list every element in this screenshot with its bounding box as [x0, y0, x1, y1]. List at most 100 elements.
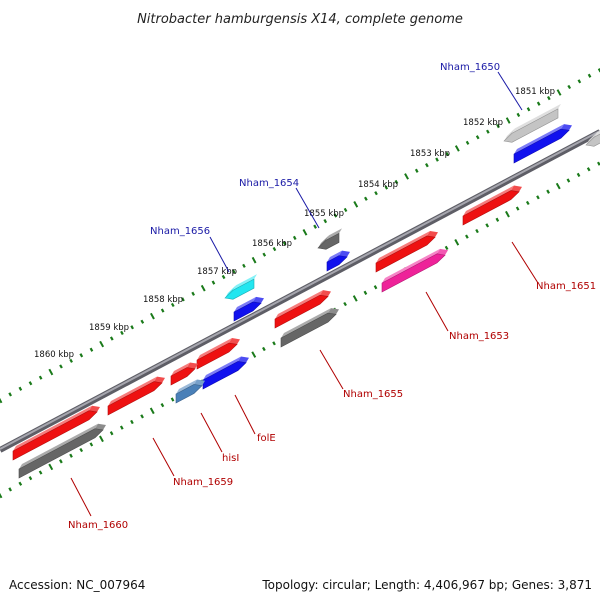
- ring-tick: [150, 312, 155, 320]
- gene-box-top: [463, 185, 514, 216]
- ring-tick: [140, 319, 145, 324]
- ring-tick: [373, 285, 378, 290]
- gene-label-fole: folE: [257, 433, 276, 444]
- ring-tick: [99, 340, 105, 348]
- ring-tick: [242, 263, 246, 268]
- gene-box-top: [327, 250, 342, 262]
- ring-tick: [0, 492, 3, 499]
- gene-nham-1653-pink: [381, 248, 448, 293]
- ring-tick: [586, 167, 591, 172]
- leader-fole: [234, 394, 256, 435]
- gene-box-face: [375, 235, 436, 273]
- gene-nham-1655-gray: [280, 308, 339, 348]
- ring-tick: [251, 351, 257, 358]
- ring-tick: [119, 425, 124, 430]
- genome-stats-text: Topology: circular; Length: 4,406,967 bp…: [262, 578, 592, 592]
- gene-box-head: [328, 308, 339, 315]
- gene-box-top: [382, 248, 440, 283]
- tick-label-1852: 1852 kbp: [463, 118, 503, 128]
- gene-box-face: [585, 133, 600, 147]
- ring-tick: [282, 241, 287, 246]
- ring-tick: [211, 280, 216, 285]
- ring-tick: [475, 228, 479, 234]
- ring-tick: [454, 145, 460, 152]
- gene-box-head: [511, 185, 522, 192]
- gene-nham-1653-red: [375, 230, 438, 273]
- gene-box-face: [326, 255, 348, 272]
- gene-box-face: [317, 232, 340, 250]
- ring-tick: [353, 201, 359, 208]
- gene-box-face: [280, 312, 337, 348]
- ring-tick: [364, 196, 368, 201]
- ring-tick: [302, 229, 308, 236]
- outer-tick-ring: [0, 68, 600, 404]
- gene-box-face: [170, 367, 196, 386]
- gene-box-face: [462, 190, 520, 226]
- ring-tick: [597, 161, 600, 166]
- ring-tick: [445, 151, 450, 157]
- ring-tick: [130, 325, 134, 330]
- gene-hisi-red: [170, 362, 198, 386]
- gene-box-head: [187, 362, 198, 369]
- leader-nham-1656: [209, 236, 230, 273]
- ring-tick: [404, 173, 409, 180]
- gene-grey-edge: [585, 130, 600, 147]
- gene-box-head: [586, 132, 597, 145]
- ring-tick: [200, 284, 206, 292]
- ring-tick: [547, 95, 551, 101]
- ring-tick: [0, 397, 3, 404]
- gene-box-head: [194, 379, 205, 386]
- gene-label-nham-1660: Nham_1660: [68, 520, 128, 531]
- gene-box-top: [281, 308, 331, 338]
- ring-tick: [525, 200, 530, 206]
- leader-hisi: [200, 412, 223, 453]
- gene-nham-1660-red: [12, 405, 100, 461]
- gene-label-nham-1654: Nham_1654: [239, 178, 299, 189]
- gene-box-head: [561, 124, 572, 131]
- ring-tick: [323, 218, 328, 224]
- gene-fole-red: [196, 338, 240, 370]
- gene-nham-1654-gray: [317, 228, 342, 250]
- ring-tick: [536, 101, 541, 106]
- ring-tick: [475, 135, 480, 140]
- gene-box-face: [107, 381, 163, 416]
- ring-tick: [465, 140, 470, 145]
- gene-labels: Nham_1650 Nham_1654 Nham_1656 Nham_1651 …: [68, 62, 596, 531]
- gene-box-head: [427, 230, 438, 238]
- leader-nham-1653: [425, 291, 449, 332]
- ring-tick: [292, 235, 297, 241]
- ring-tick: [109, 336, 114, 341]
- ring-tick: [38, 375, 43, 380]
- ring-tick: [343, 207, 348, 213]
- ring-tick: [8, 392, 12, 397]
- gene-box-head: [238, 356, 249, 363]
- gene-label-nham-1655: Nham_1655: [343, 389, 403, 400]
- leader-nham-1650: [497, 71, 523, 111]
- gene-box-head: [225, 285, 236, 298]
- ring-tick: [505, 210, 510, 218]
- label-leaders: [70, 71, 539, 517]
- gene-box-top: [197, 338, 232, 360]
- tick-label-1857: 1857 kbp: [197, 267, 237, 277]
- tick-label-1855: 1855 kbp: [304, 209, 344, 219]
- ring-tick: [149, 407, 155, 415]
- ring-tick: [99, 435, 104, 443]
- gene-nham-1650-blue: [513, 124, 572, 164]
- gene-box-top: [376, 230, 430, 263]
- ring-tick: [18, 386, 23, 391]
- gene-box-face: [274, 294, 329, 329]
- gene-label-hisi: hisI: [222, 453, 239, 464]
- gene-nham-1656-cyan: [224, 274, 257, 300]
- accession-text: Accession: NC_007964: [9, 578, 146, 592]
- gene-nham-1655-red: [274, 290, 331, 329]
- gene-label-nham-1650: Nham_1650: [440, 62, 500, 73]
- gene-box-face: [381, 253, 446, 293]
- ring-tick: [231, 269, 236, 274]
- ring-tick: [140, 414, 144, 419]
- gene-box-top: [171, 362, 190, 376]
- gene-box-head: [95, 423, 106, 431]
- ring-tick: [28, 476, 33, 481]
- ring-tick: [555, 182, 561, 190]
- gene-nham-1656-blue: [233, 296, 264, 322]
- gene-box-head: [89, 405, 100, 413]
